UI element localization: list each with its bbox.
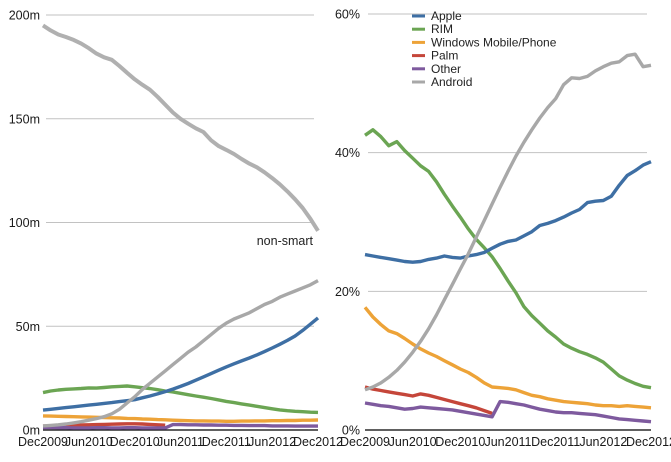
x-tick-label: Dec2010 [110, 435, 160, 449]
series-non-smart-line [41, 23, 320, 232]
x-tick-label: Dec2011 [531, 435, 580, 449]
series-rim-line [364, 128, 652, 390]
series-other-line [364, 399, 652, 424]
series-rim-line [42, 384, 319, 415]
y-tick-label: 100m [9, 216, 40, 230]
series-other-line [43, 422, 318, 430]
series-apple-line [364, 160, 652, 264]
series-windows-mobile-phone-line [42, 414, 319, 423]
y-tick-label: 60% [335, 8, 360, 22]
legend-label-apple: Apple [431, 9, 462, 23]
x-tick-label: Jun2010 [389, 435, 437, 449]
series-apple-line [42, 316, 320, 412]
series-android-line [42, 279, 319, 428]
x-tick-label: Jun2010 [65, 435, 113, 449]
y-tick-label: 0m [23, 424, 40, 438]
legend-label-windows-mobile-phone: Windows Mobile/Phone [431, 35, 557, 49]
series-windows-mobile-phone-line [363, 306, 652, 410]
y-tick-label: 50m [16, 320, 40, 334]
x-tick-label: Dec2012 [626, 435, 671, 449]
x-tick-label: Dec2012 [293, 435, 343, 449]
series-android-line [364, 52, 652, 392]
y-tick-label: 40% [335, 146, 360, 160]
y-tick-label: 20% [335, 285, 360, 299]
x-tick-label: Jun2012 [248, 435, 296, 449]
x-tick-label: Dec2010 [435, 435, 485, 449]
legend-label-rim: RIM [431, 22, 453, 36]
legend-label-android: Android [431, 75, 472, 89]
x-tick-label: Dec2009 [18, 435, 68, 449]
non-smart-annotation: non-smart [257, 234, 314, 248]
y-tick-label: 200m [9, 9, 40, 23]
series-palm-line [364, 385, 493, 416]
legend-label-other: Other [431, 62, 461, 76]
x-tick-label: Dec2011 [202, 435, 251, 449]
installed-base-chart: 0m50m100m150m200mDec2009Jun2010Dec2010Ju… [9, 9, 343, 450]
x-tick-label: Jun2011 [484, 435, 531, 449]
y-tick-label: 150m [9, 112, 40, 126]
y-tick-label: 0% [342, 424, 360, 438]
x-tick-label: Jun2012 [579, 435, 627, 449]
x-tick-label: Dec2009 [340, 435, 390, 449]
legend-label-palm: Palm [431, 49, 458, 63]
x-tick-label: Jun2011 [157, 435, 204, 449]
